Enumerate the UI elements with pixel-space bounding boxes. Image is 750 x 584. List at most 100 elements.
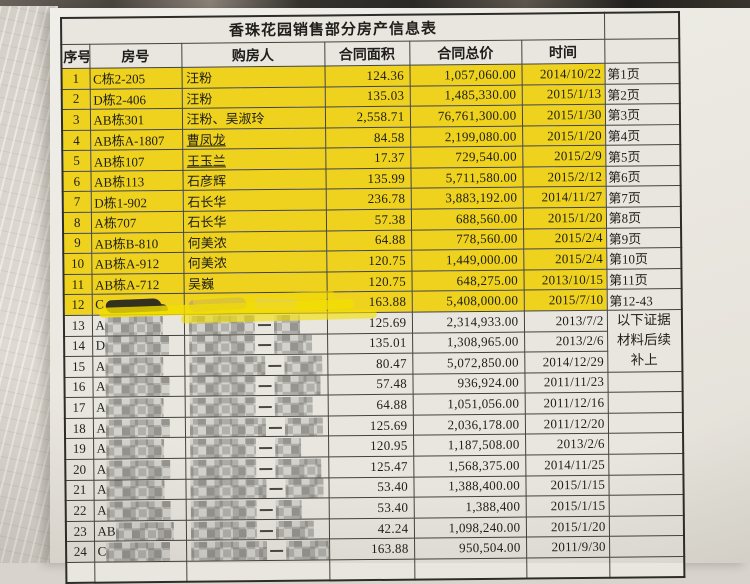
underline-remnant <box>267 361 281 367</box>
cell-contract-area: 2,558.71 <box>324 106 411 128</box>
cell-buyer: 石长华 <box>182 210 327 232</box>
cell-date: 2014/12/29 <box>524 351 608 373</box>
cell-total-price: 2,314,933.00 <box>411 310 525 333</box>
header-price: 合同总价 <box>409 40 522 66</box>
pixelated-censor-block <box>105 418 170 439</box>
cell-date: 2015/1/20 <box>522 125 606 147</box>
header-area: 合同面积 <box>324 41 410 66</box>
header-date: 时间 <box>521 39 605 65</box>
cell-index: 9 <box>63 232 92 254</box>
room-prefix: A <box>95 358 106 374</box>
cell-page-ref <box>609 535 685 558</box>
cell-total-price: 5,711,580.00 <box>410 166 523 189</box>
cell-index: 14 <box>64 335 93 357</box>
cell-contract-area: 135.01 <box>327 332 413 355</box>
cell-total-price: 2,199,080.00 <box>410 125 523 148</box>
cell-total-price: 778,560.00 <box>411 228 524 251</box>
pixelated-censor-block <box>273 314 300 334</box>
buyer-name: 何美浓 <box>187 235 227 251</box>
cell-page-ref <box>608 474 684 496</box>
cell-date: 2014/11/27 <box>522 186 606 209</box>
cell-room: AB栋113 <box>90 170 183 192</box>
cell-total-price: 1,388,400 <box>413 496 526 518</box>
cell-page-ref <box>608 432 684 455</box>
empty-cell <box>526 557 610 579</box>
cell-page-ref: 第11页 <box>606 268 682 290</box>
cell-page-ref <box>607 371 683 393</box>
cell-room: C <box>94 540 187 563</box>
cell-buyer <box>184 354 328 377</box>
underline-remnant <box>258 444 272 450</box>
buyer-name: 石长华 <box>187 194 227 210</box>
cell-room: C <box>91 293 184 316</box>
underline-remnant <box>257 320 271 326</box>
cell-contract-area: 57.38 <box>325 209 412 231</box>
cell-buyer: 石彦辉 <box>182 168 326 191</box>
cell-room: A <box>93 478 186 501</box>
cell-room: AB栋107 <box>90 149 183 172</box>
cell-contract-area: 120.75 <box>326 250 412 272</box>
cell-buyer: 何美浓 <box>183 251 327 274</box>
cell-total-price: 729,540.00 <box>410 146 523 169</box>
underline-remnant <box>258 403 272 409</box>
cell-buyer <box>183 292 327 315</box>
cell-room: A <box>93 458 186 480</box>
pixelated-censor-block <box>189 397 256 417</box>
buyer-name: 汪粉、吴淑玲 <box>186 111 265 128</box>
cell-index: 15 <box>64 356 93 378</box>
underline-remnant <box>259 526 273 532</box>
cell-index: 10 <box>63 253 92 275</box>
cell-date: 2015/1/20 <box>522 207 607 229</box>
property-info-table: 香珠花园销售部分房产信息表 序号 房号 购房人 合同面积 合同总价 时间 1 C栋… <box>60 11 686 584</box>
underline-remnant <box>269 546 283 553</box>
cell-page-ref: 第8页 <box>605 206 682 228</box>
pixelated-censor-block <box>188 335 255 356</box>
cell-buyer <box>185 477 329 500</box>
cell-contract-area: 64.88 <box>327 394 413 416</box>
cell-contract-area: 236.78 <box>325 188 411 211</box>
cell-date: 2015/1/15 <box>525 474 609 497</box>
buyer-name: 曹凤龙 <box>186 132 226 148</box>
note-line: 材料后续 <box>616 332 672 348</box>
cell-room: AB栋A-912 <box>91 252 184 274</box>
cell-page-ref <box>608 494 684 516</box>
underline-remnant <box>258 464 272 470</box>
cell-room: D栋1-902 <box>90 190 183 213</box>
cell-buyer <box>185 498 329 521</box>
pixelated-censor-block <box>105 398 164 418</box>
cell-buyer <box>184 374 328 397</box>
cell-index: 23 <box>65 520 95 542</box>
cell-room: A <box>92 417 186 439</box>
black-marker-smudge <box>105 297 163 314</box>
cell-contract-area: 17.37 <box>325 147 411 169</box>
pixelated-censor-block <box>105 439 165 459</box>
cell-contract-area: 125.47 <box>328 456 414 478</box>
pixelated-censor-block <box>190 541 267 561</box>
cell-room: A <box>92 376 185 398</box>
buyer-name: 吴巍 <box>188 276 215 292</box>
paper-sheet: 香珠花园销售部分房产信息表 序号 房号 购房人 合同面积 合同总价 时间 1 C栋… <box>50 8 750 584</box>
cell-contract-area: 135.03 <box>324 85 410 108</box>
cell-index: 11 <box>63 273 92 295</box>
cell-total-price: 5,072,850.00 <box>412 352 525 374</box>
pixelated-censor-block <box>274 437 301 458</box>
pixelated-censor-block <box>284 478 324 499</box>
cell-buyer: 曹凤龙 <box>182 127 326 150</box>
cell-date: 2011/11/23 <box>524 371 608 394</box>
underline-remnant <box>259 505 273 512</box>
cell-index: 3 <box>61 109 91 131</box>
cell-contract-area: 163.88 <box>326 291 412 313</box>
cell-page-ref: 第1页 <box>604 62 680 84</box>
cell-date: 2015/1/13 <box>521 83 605 106</box>
room-prefix: A <box>96 420 106 436</box>
header-index: 序号 <box>61 44 90 69</box>
cell-index: 8 <box>62 212 92 234</box>
header-page <box>604 38 680 64</box>
cell-room: AB栋A-712 <box>91 273 184 295</box>
property-table-area: 香珠花园销售部分房产信息表 序号 房号 购房人 合同面积 合同总价 时间 1 C栋… <box>60 11 687 584</box>
cell-contract-area: 42.24 <box>328 517 415 540</box>
tan-marker-smudge <box>253 298 298 311</box>
pixelated-censor-block <box>105 356 164 377</box>
room-prefix: AB <box>97 523 116 539</box>
empty-cell <box>414 557 527 580</box>
